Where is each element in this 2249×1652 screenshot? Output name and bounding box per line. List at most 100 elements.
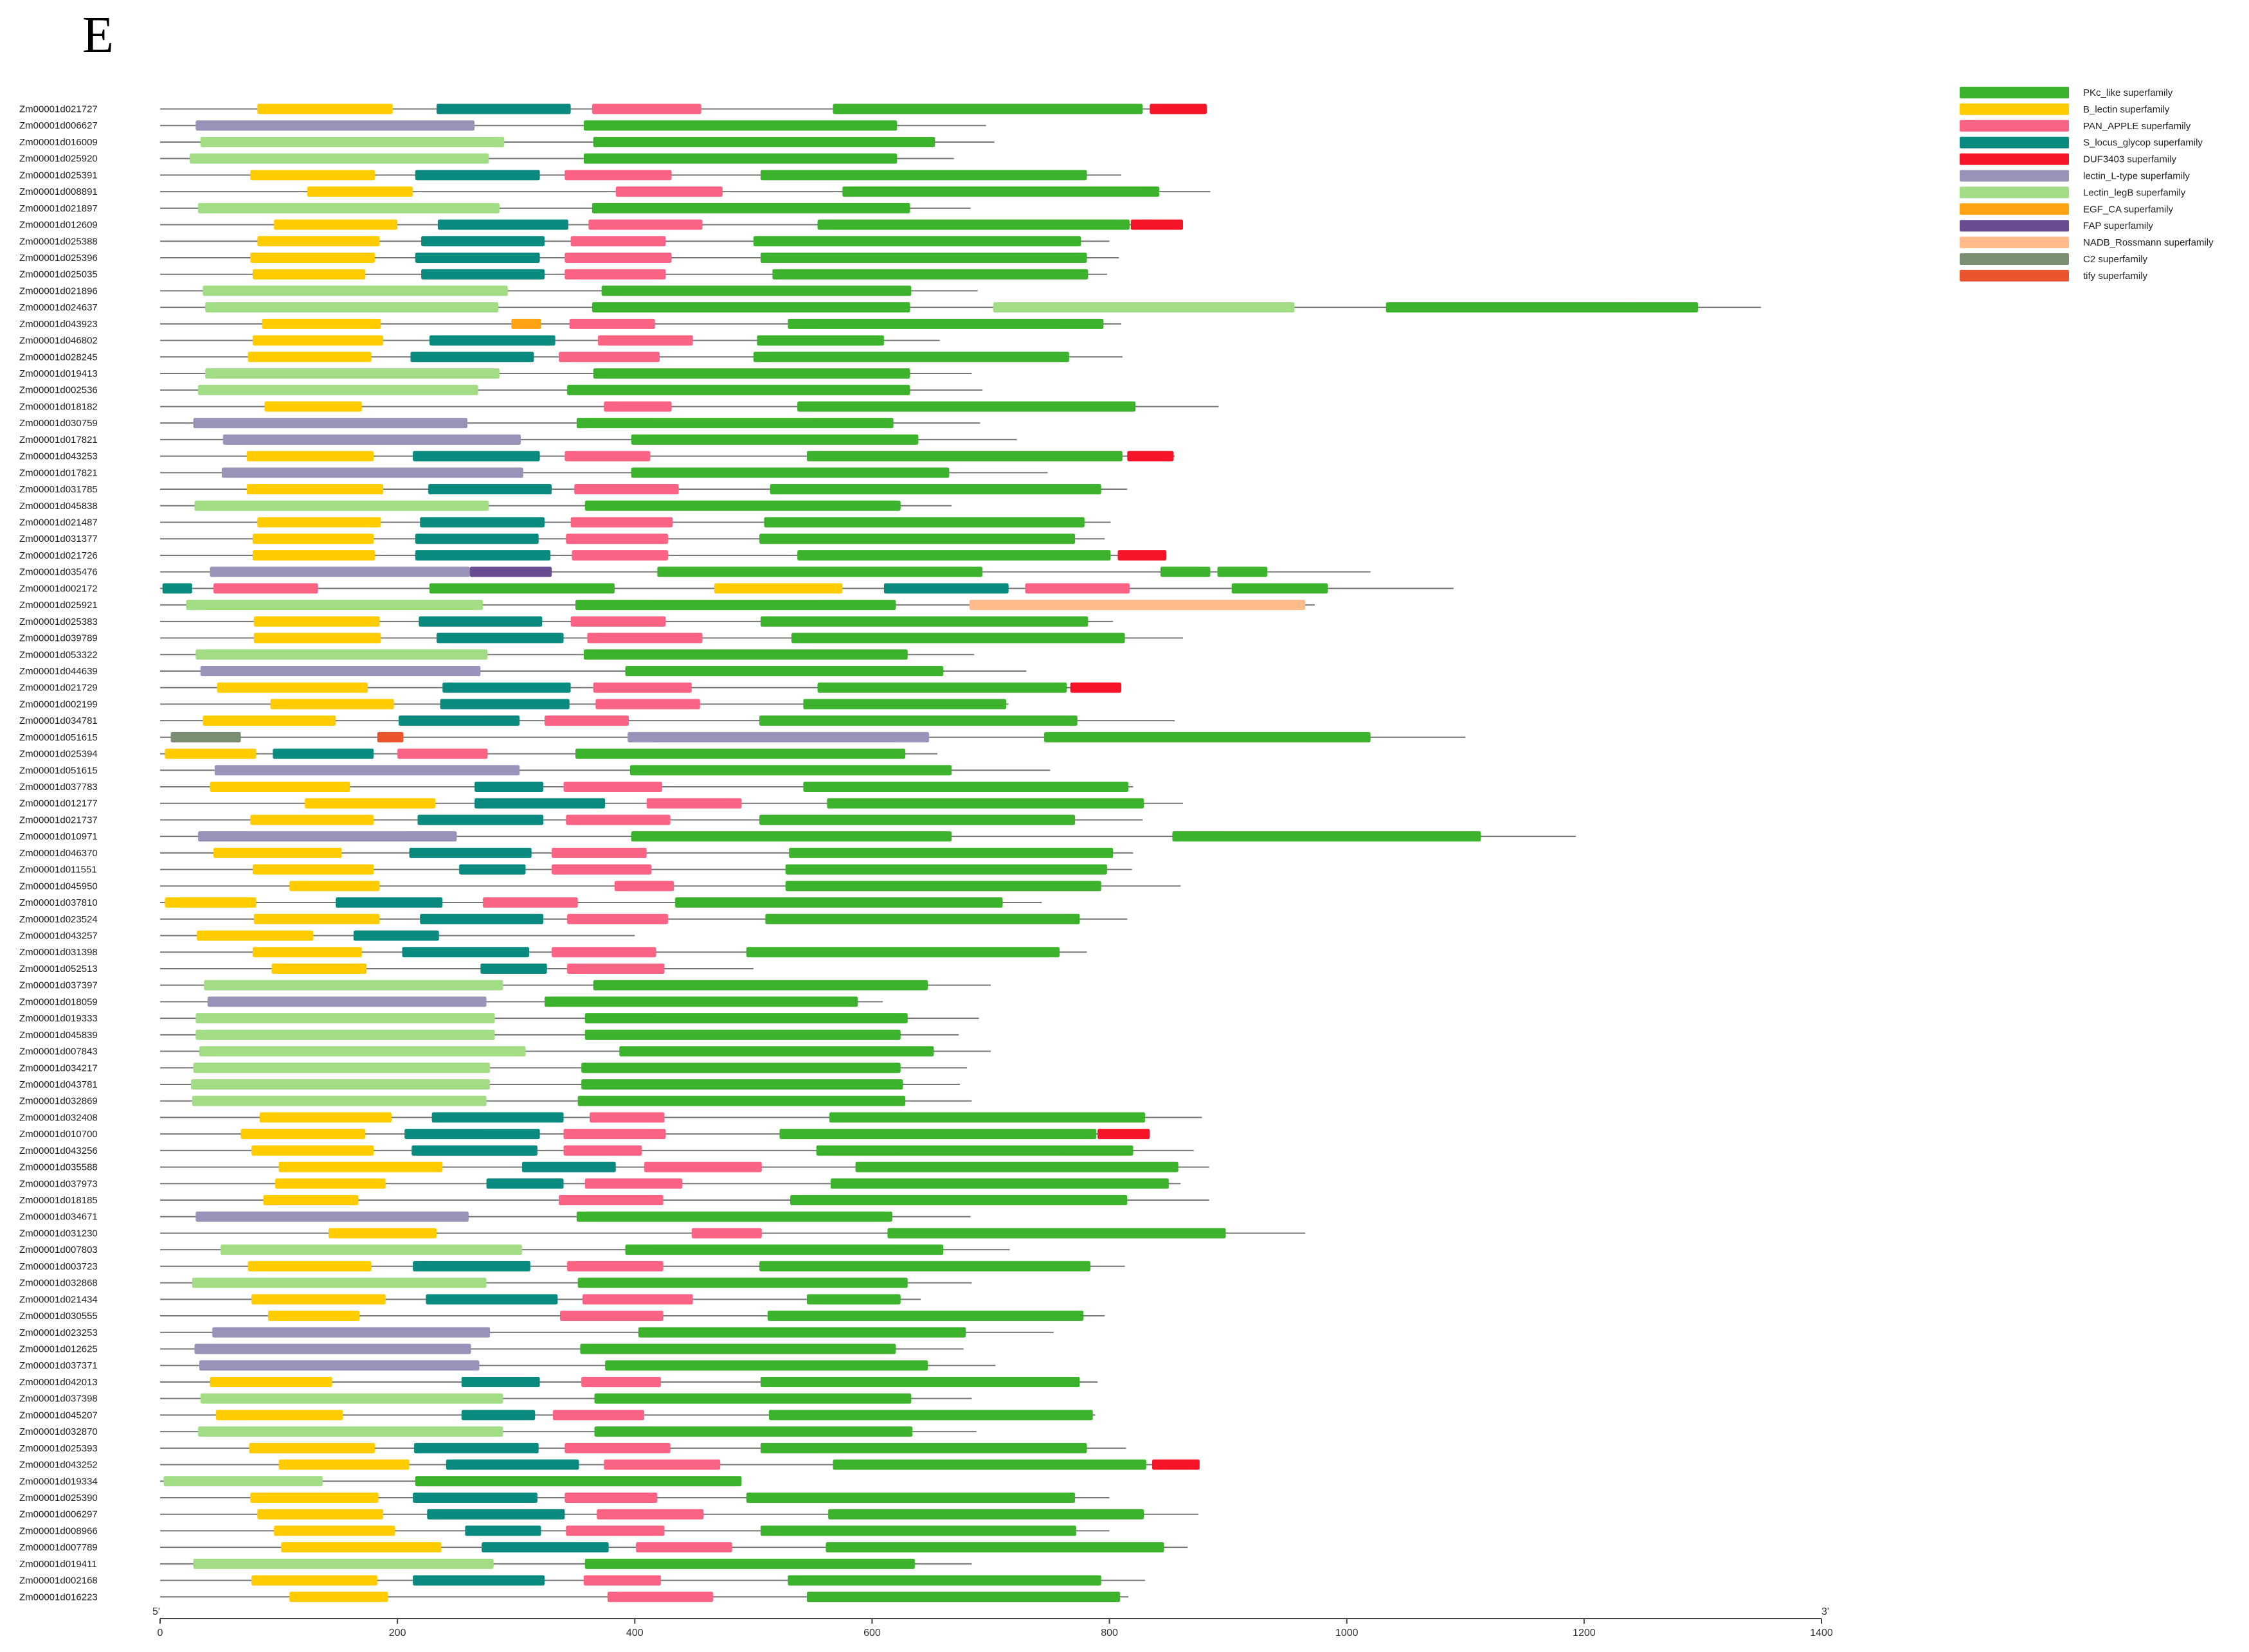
domain-block — [797, 401, 1136, 412]
legend-label: PAN_APPLE superfamily — [2083, 121, 2191, 132]
gene-label: Zm00001d043923 — [19, 319, 98, 330]
domain-block — [592, 202, 910, 213]
domain-block — [789, 847, 1114, 858]
domain-block — [657, 566, 983, 577]
domain-block — [252, 335, 383, 346]
domain-block — [883, 583, 1009, 594]
domain-block — [581, 1079, 903, 1090]
domain-block — [577, 1277, 908, 1288]
domain-block — [552, 1410, 645, 1421]
domain-block — [252, 864, 374, 875]
gene-label: Zm00001d045950 — [19, 881, 98, 892]
domain-block — [552, 947, 656, 958]
domain-block — [552, 864, 652, 875]
domain-block — [559, 1195, 664, 1206]
domain-block — [574, 484, 679, 495]
domain-block — [253, 616, 380, 627]
gene-row: Zm00001d002168 — [19, 1575, 1145, 1586]
domain-block — [615, 186, 723, 197]
domain-block — [567, 1261, 664, 1271]
domain-block — [165, 897, 257, 908]
domain-block — [420, 913, 544, 924]
gene-row: Zm00001d012625 — [19, 1343, 964, 1355]
gene-row: Zm00001d046802 — [19, 335, 940, 346]
domain-block — [275, 1178, 386, 1189]
domain-block — [563, 1129, 666, 1140]
domain-block — [577, 1095, 906, 1106]
domain-block — [409, 847, 532, 858]
gene-row: Zm00001d030759 — [19, 418, 980, 429]
domain-block — [252, 534, 374, 544]
gene-row: Zm00001d031785 — [19, 484, 1128, 495]
domain-block — [768, 1410, 1093, 1421]
axis-tick-label: 200 — [389, 1628, 406, 1639]
gene-label: Zm00001d010700 — [19, 1129, 98, 1140]
domain-block — [263, 1195, 359, 1206]
domain-block — [565, 451, 651, 462]
domain-block — [760, 252, 1087, 263]
domain-block — [461, 1376, 540, 1387]
legend-swatch — [1960, 103, 2069, 115]
domain-block — [757, 335, 884, 346]
domain-block — [545, 996, 858, 1007]
gene-label: Zm00001d034781 — [19, 715, 98, 726]
legend-item: PKc_like superfamily — [1960, 87, 2173, 98]
domain-block — [772, 269, 1088, 280]
legend-item: Lectin_legB superfamily — [1960, 186, 2186, 199]
domain-block — [575, 748, 906, 759]
domain-block — [759, 534, 1076, 544]
domain-block — [629, 765, 952, 776]
domain-block — [193, 1558, 494, 1569]
domain-block — [598, 335, 693, 346]
domain-block — [197, 930, 314, 941]
legend-swatch — [1960, 186, 2069, 199]
domain-block — [461, 1410, 536, 1421]
domain-block — [199, 1046, 526, 1057]
gene-label: Zm00001d031377 — [19, 534, 98, 544]
domain-block — [521, 1162, 616, 1172]
domain-block — [584, 1178, 683, 1189]
domain-block — [855, 1162, 1179, 1172]
gene-label: Zm00001d016223 — [19, 1592, 98, 1603]
domain-block — [289, 1592, 388, 1603]
domain-block — [779, 1129, 1097, 1140]
gene-label: Zm00001d037397 — [19, 980, 98, 991]
domain-block — [1217, 566, 1268, 577]
domain-block — [593, 980, 928, 991]
domain-block — [415, 550, 551, 561]
gene-row: Zm00001d035588 — [19, 1162, 1209, 1173]
domain-block — [760, 616, 1088, 627]
gene-row: Zm00001d037810 — [19, 897, 1042, 908]
domain-block — [584, 500, 901, 511]
domain-block — [583, 1575, 661, 1586]
domain-block — [759, 715, 1078, 726]
domain-block — [768, 1311, 1083, 1322]
domain-block — [1127, 451, 1174, 462]
gene-row: Zm00001d053322 — [19, 649, 975, 660]
domain-block — [607, 1592, 714, 1603]
domain-block — [252, 550, 375, 561]
domain-block — [746, 947, 1060, 958]
domain-block — [1025, 583, 1130, 594]
legend-label: FAP superfamily — [2083, 220, 2153, 231]
domain-block — [567, 384, 910, 395]
domain-block — [1386, 302, 1699, 313]
domain-block — [570, 517, 673, 528]
domain-block — [764, 517, 1085, 528]
domain-block — [576, 1211, 892, 1222]
domain-block — [402, 947, 530, 958]
domain-block — [253, 913, 380, 924]
domain-block — [566, 814, 671, 825]
gene-row: Zm00001d045839 — [19, 1029, 959, 1041]
domain-block — [584, 1013, 908, 1024]
domain-block — [246, 484, 383, 495]
gene-row: Zm00001d021434 — [19, 1294, 921, 1305]
gene-label: Zm00001d008891 — [19, 186, 98, 197]
domain-block — [203, 285, 508, 296]
gene-row: Zm00001d012177 — [19, 798, 1184, 809]
domain-block — [565, 1492, 658, 1503]
domain-block — [222, 434, 521, 445]
domain-block — [631, 434, 919, 445]
axis-tick-label: 1400 — [1810, 1628, 1833, 1639]
gene-label: Zm00001d006297 — [19, 1509, 98, 1520]
